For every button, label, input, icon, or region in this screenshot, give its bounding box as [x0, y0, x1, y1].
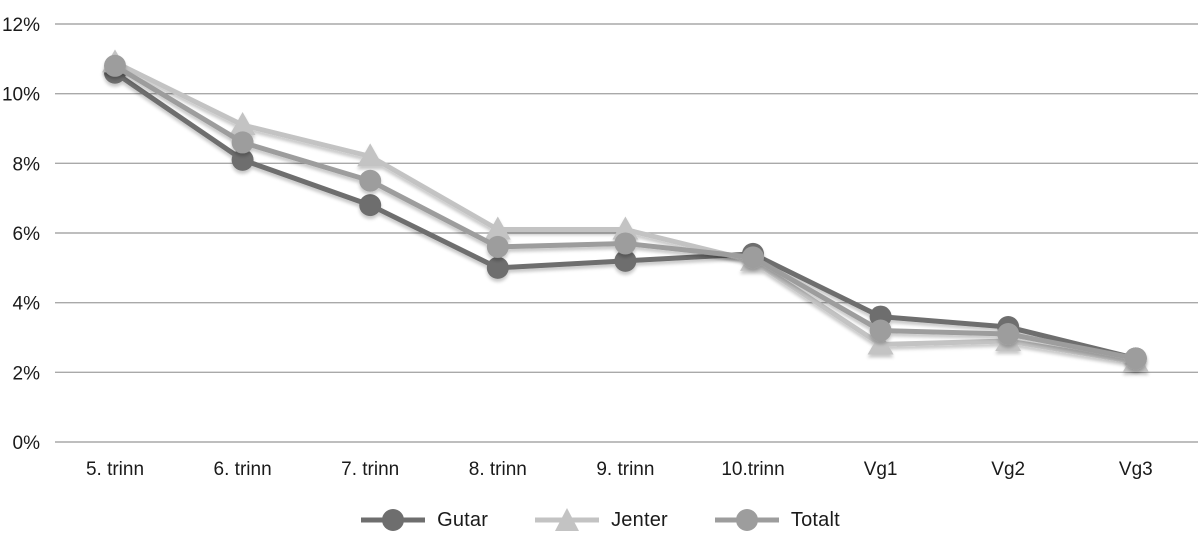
y-tick-label: 10% — [2, 85, 40, 106]
y-tick-label: 12% — [2, 15, 40, 36]
circle-marker — [742, 246, 764, 269]
series-line — [112, 63, 1139, 361]
series-totalt — [104, 54, 1147, 370]
y-tick-label: 0% — [13, 433, 41, 454]
y-axis-labels: 0% 2% 4% 6% 8% 10% 12% — [2, 15, 40, 454]
circle-marker — [869, 319, 892, 342]
x-tick-label: Vg1 — [864, 459, 898, 480]
circle-marker — [231, 131, 254, 154]
circle-marker — [486, 256, 509, 279]
triangle-marker — [612, 216, 639, 240]
circle-marker — [997, 323, 1020, 346]
y-tick-label: 4% — [13, 294, 41, 315]
legend-label-jenter: Jenter — [611, 508, 668, 531]
x-tick-label: 7. trinn — [341, 459, 399, 480]
legend-item-totalt: Totalt — [714, 506, 840, 534]
series-line — [112, 59, 1139, 365]
circle-marker — [231, 148, 254, 171]
legend-circle-marker-icon — [714, 509, 779, 531]
x-axis-labels: 5. trinn 6. trinn 7. trinn 8. trinn 9. trinn… — [86, 459, 1153, 480]
x-tick-label: Vg2 — [991, 459, 1025, 480]
legend-label-gutar: Gutar — [437, 508, 489, 531]
legend-circle-marker-icon — [361, 509, 426, 531]
line-chart-plot-area: 0% 2% 4% 6% 8% 10% 12% 5. trinn 6. trinn 7. trin… — [2, 15, 1198, 480]
legend: Gutar Jenter Totalt — [0, 506, 1200, 534]
circle-marker — [1124, 347, 1147, 370]
circle-marker — [104, 54, 126, 77]
x-tick-label: 6. trinn — [214, 459, 272, 480]
circle-marker — [486, 235, 509, 258]
triangle-marker — [484, 216, 511, 240]
series-gutar — [104, 61, 1147, 370]
triangle-marker — [229, 112, 256, 136]
y-tick-label: 6% — [13, 224, 41, 245]
x-tick-label: 5. trinn — [86, 459, 144, 480]
y-tick-label: 8% — [13, 154, 41, 175]
x-tick-label: 8. trinn — [469, 459, 527, 480]
x-tick-label: Vg3 — [1119, 459, 1153, 480]
triangle-marker — [357, 143, 384, 167]
legend-triangle-marker-icon — [535, 508, 600, 531]
circle-marker — [359, 169, 382, 192]
circle-marker — [359, 194, 382, 217]
legend-item-gutar: Gutar — [360, 506, 488, 534]
triangle-marker — [867, 331, 894, 355]
legend-label-totalt: Totalt — [790, 508, 840, 531]
y-tick-label: 2% — [13, 363, 41, 384]
data-series-layer — [102, 49, 1149, 372]
circle-marker — [614, 232, 637, 255]
x-tick-label: 9. trinn — [596, 459, 654, 480]
series-line — [112, 70, 1139, 361]
x-tick-label: 10.trinn — [721, 459, 784, 480]
legend-item-jenter: Jenter — [534, 506, 668, 534]
circle-marker — [614, 249, 637, 272]
